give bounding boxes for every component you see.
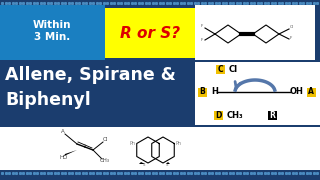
Bar — [0, 125, 320, 127]
Text: R: R — [269, 111, 275, 120]
Text: C: C — [217, 64, 223, 73]
Bar — [0, 5, 105, 60]
Polygon shape — [64, 150, 77, 156]
Text: Ph: Ph — [130, 141, 136, 146]
Bar — [0, 175, 320, 180]
Bar — [195, 60, 320, 125]
Text: F: F — [201, 38, 203, 42]
Text: HO: HO — [60, 155, 68, 160]
Text: D: D — [215, 111, 221, 120]
Text: A: A — [61, 129, 65, 134]
Text: R or S?: R or S? — [120, 26, 180, 40]
Text: Within: Within — [33, 20, 71, 30]
Text: Cl: Cl — [229, 64, 238, 73]
Text: A: A — [308, 87, 314, 96]
Text: CH₃: CH₃ — [227, 111, 244, 120]
Text: CH₃: CH₃ — [100, 158, 110, 163]
Text: B: B — [199, 87, 205, 96]
Bar — [213, 111, 222, 120]
Bar — [197, 87, 206, 96]
Bar — [0, 0, 320, 5]
Text: Biphenyl: Biphenyl — [5, 91, 91, 109]
Text: Allene, Spirane &: Allene, Spirane & — [5, 66, 176, 84]
Text: F: F — [290, 36, 292, 40]
Bar — [268, 111, 276, 120]
Text: s: s — [166, 162, 168, 167]
Text: F: F — [201, 24, 203, 28]
Text: s: s — [143, 162, 145, 167]
Text: Cl: Cl — [290, 25, 294, 29]
Bar — [195, 5, 315, 60]
Bar — [215, 64, 225, 73]
Text: Ph: Ph — [175, 141, 181, 146]
Polygon shape — [166, 162, 170, 164]
Polygon shape — [139, 162, 145, 164]
Text: Cl: Cl — [103, 137, 108, 142]
Bar — [307, 87, 316, 96]
Bar — [0, 60, 320, 62]
Bar — [0, 170, 320, 175]
Bar — [0, 60, 195, 125]
Text: H: H — [211, 87, 218, 96]
Text: OH: OH — [290, 87, 304, 96]
Bar — [105, 8, 195, 58]
Bar — [0, 125, 320, 170]
Text: 3 Min.: 3 Min. — [34, 32, 70, 42]
